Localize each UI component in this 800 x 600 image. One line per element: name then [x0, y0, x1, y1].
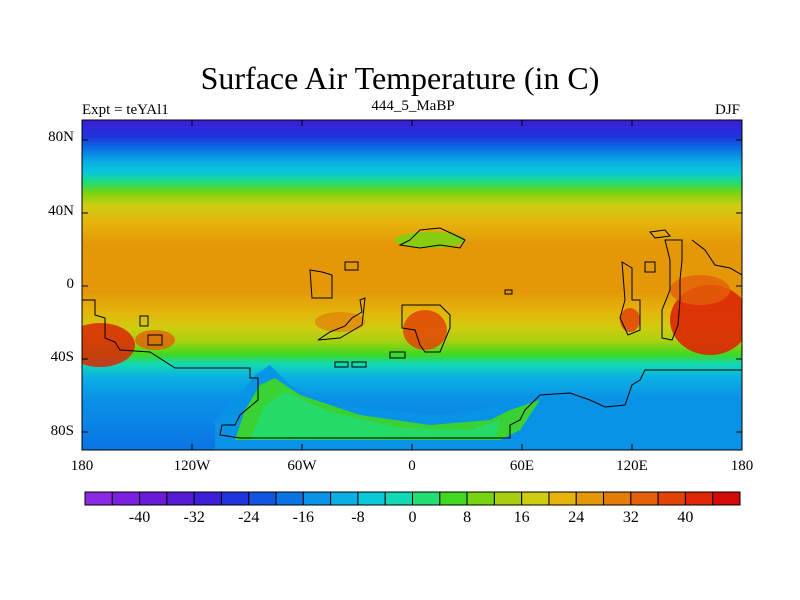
lon-label-6: 180 [730, 458, 754, 474]
lon-label-3: 0 [408, 458, 416, 474]
colorbar-label-9: 32 [622, 509, 639, 526]
temperature-field [82, 120, 742, 450]
colorbar-label-3: -16 [292, 509, 314, 526]
lat-label-3: 40S [50, 349, 74, 366]
colorbar-swatch-15 [493, 491, 523, 506]
tick-marks [82, 120, 742, 450]
colorbar-swatch-3 [166, 491, 195, 506]
colorbar-swatch-22 [684, 491, 714, 506]
colorbar-swatch-6 [248, 491, 277, 506]
lat-label-1: 40N [48, 202, 74, 219]
colorbar-swatch-16 [521, 491, 550, 506]
colorbar-label-0: -40 [128, 509, 151, 526]
lon-label-1: 120W [173, 458, 211, 474]
colorbar-swatch-9 [330, 491, 359, 506]
colorbar-swatch-20 [630, 491, 659, 506]
map-title: Surface Air Temperature (in C) [200, 60, 600, 96]
colorbar-label-8: 24 [568, 509, 585, 526]
colorbar-swatch-12 [412, 491, 441, 506]
lon-label-0: 180 [70, 458, 94, 474]
colorbar-swatch-1 [111, 491, 141, 506]
continent-outlines [82, 227, 742, 439]
colorbar-swatch-7 [275, 491, 304, 506]
period-label: 444_5_MaBP [371, 98, 455, 114]
colorbar-swatch-14 [466, 491, 495, 506]
colorbar-label-4: -8 [351, 509, 365, 526]
colorbar-swatch-10 [357, 491, 386, 506]
lon-label-4: 60E [509, 458, 535, 474]
colorbar-swatch-18 [575, 491, 605, 506]
colorbar-swatch-23 [712, 491, 741, 506]
colorbar-swatch-17 [548, 491, 577, 506]
colorbar-label-6: 8 [463, 509, 472, 526]
lon-label-5: 120E [616, 458, 648, 474]
colorbar-label-1: -32 [183, 509, 205, 526]
lat-label-0: 80N [48, 129, 74, 146]
colorbar-label-10: 40 [677, 509, 694, 526]
lat-label-2: 0 [66, 276, 75, 292]
lat-label-4: 80S [50, 422, 74, 439]
colorbar-label-2: -24 [238, 509, 260, 526]
colorbar-swatch-8 [302, 491, 332, 506]
colorbar-swatch-21 [657, 491, 686, 506]
colorbar [84, 491, 741, 506]
season-label: DJF [714, 102, 740, 118]
experiment-label: Expt = teYAl1 [82, 102, 169, 118]
colorbar-swatch-19 [603, 491, 632, 506]
colorbar-swatch-13 [439, 491, 468, 506]
colorbar-label-7: 16 [513, 509, 530, 526]
colorbar-swatch-4 [193, 491, 222, 506]
colorbar-swatch-0 [84, 491, 113, 506]
lon-label-2: 60W [287, 458, 317, 474]
colorbar-label-5: 0 [408, 509, 417, 526]
colorbar-swatch-5 [220, 491, 250, 506]
colorbar-swatch-2 [139, 491, 168, 506]
colorbar-swatch-11 [384, 491, 413, 506]
